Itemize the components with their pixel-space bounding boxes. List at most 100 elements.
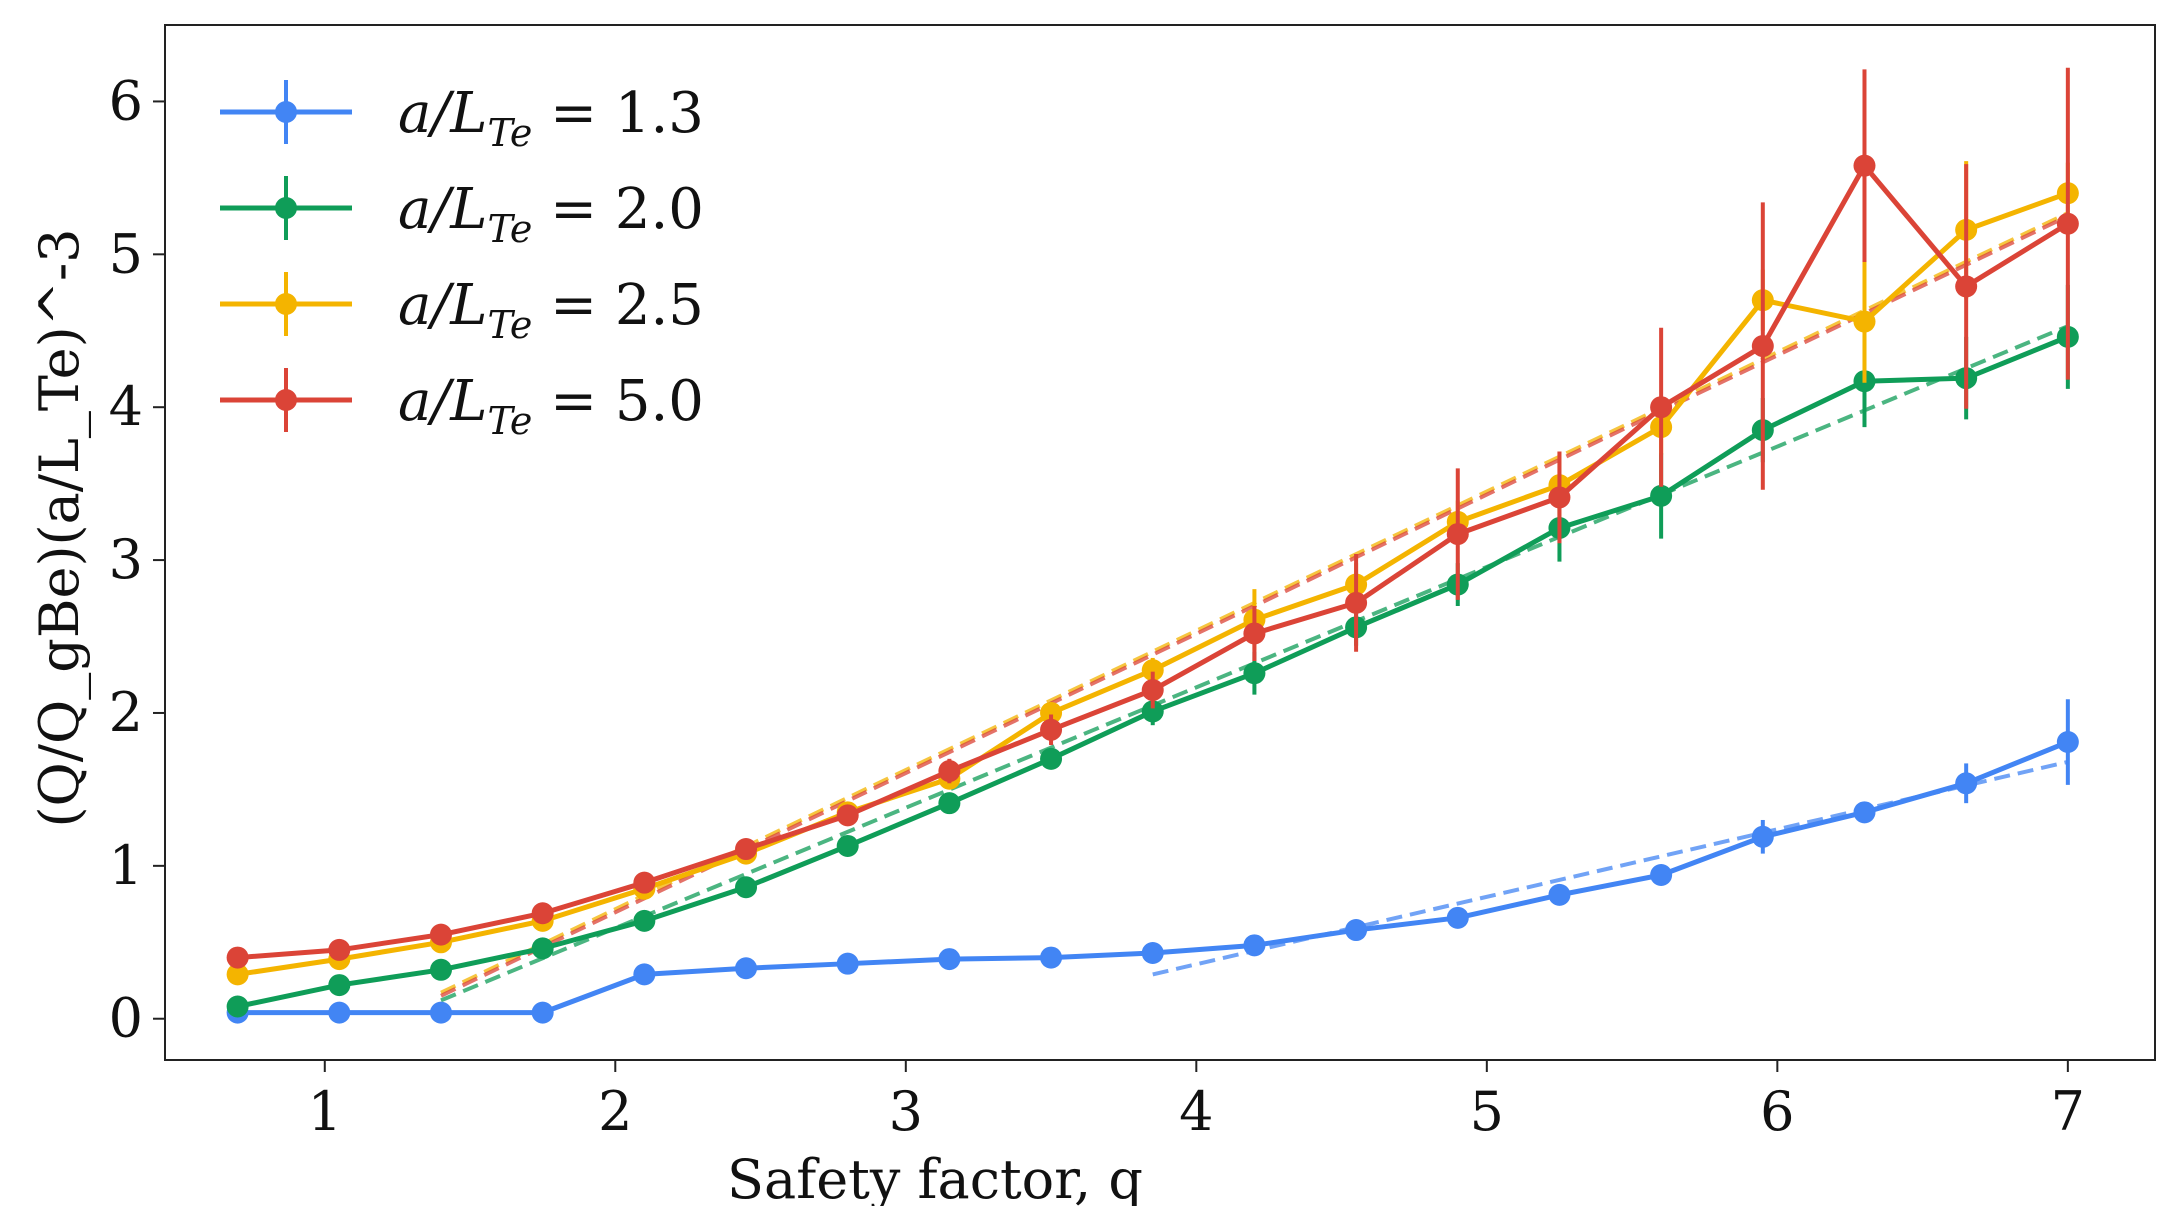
x-tick-label: 1 [308,1080,342,1143]
data-point [1751,335,1774,358]
x-axis-label: Safety factor, q [727,1148,1143,1206]
x-axis-label-text: Safety factor, q [727,1148,1143,1206]
legend-value: 2.0 [615,177,704,242]
data-point [1955,772,1978,795]
data-point [531,937,554,960]
legend-value: 2.5 [615,273,704,338]
x-tick-label: 5 [1470,1080,1504,1143]
legend-item: a/LTe = 2.0 [220,176,704,251]
data-point [633,963,656,986]
data-point [938,792,961,815]
data-point [429,923,452,946]
legend-item: a/LTe = 1.3 [220,80,704,155]
data-point [633,871,656,894]
data-point [1650,484,1673,507]
data-point [938,760,961,783]
data-point [1243,662,1266,685]
y-tick-label: 4 [109,375,143,438]
data-point [735,876,758,899]
legend-label: a/LTe = 1.3 [398,81,704,155]
data-point [531,1001,554,1024]
data-point [1141,659,1164,682]
data-point [1853,154,1876,177]
data-point [2056,731,2079,754]
legend-marker [275,197,297,219]
y-axis-label: (Q/Q_gBe)(a/L_Te)^-3 [28,228,91,827]
series [226,284,2079,1018]
data-point [1345,591,1368,614]
data-point [1446,906,1469,929]
data-point [1040,747,1063,770]
y-axis: 0 1 2 3 4 5 6 [109,69,165,1050]
data-point [735,957,758,980]
y-tick-label: 0 [109,987,143,1050]
data-point [1243,622,1266,645]
data-point [1853,310,1876,333]
data-point [2056,212,2079,235]
legend-marker [275,293,297,315]
legend-item: a/LTe = 2.5 [220,272,704,347]
data-point [226,946,249,969]
y-tick-label: 1 [109,834,143,897]
x-tick-label: 2 [598,1080,632,1143]
data-point [328,1001,351,1024]
data-point [226,995,249,1018]
legend-marker [275,389,297,411]
data-point [429,1001,452,1024]
data-point [1141,941,1164,964]
data-point [735,838,758,861]
data-point [328,938,351,961]
data-point [938,948,961,971]
x-tick-label: 6 [1760,1080,1794,1143]
y-tick-label: 3 [109,528,143,591]
data-point [1040,718,1063,741]
legend-label: a/LTe = 2.0 [398,177,704,251]
data-point [1853,801,1876,824]
x-tick-label: 3 [889,1080,923,1143]
y-axis-label-text: (Q/Q_gBe)(a/L_Te)^-3 [28,228,91,827]
data-point [328,974,351,997]
svg-text:(Q/Q_gBe)(a/L_Te)^-3: (Q/Q_gBe)(a/L_Te)^-3 [28,228,91,827]
data-point [1243,934,1266,957]
y-tick-label: 2 [109,681,143,744]
data-point [836,834,859,857]
fit-line [440,324,2069,1003]
legend-label: a/LTe = 2.5 [398,273,704,347]
data-point [1548,486,1571,509]
x-axis: 1 2 3 4 5 6 7 [308,1060,2085,1143]
x-tick-label: 4 [1179,1080,1213,1143]
data-point [836,952,859,975]
series [226,699,2079,1024]
data-point [1955,275,1978,298]
data-point [633,909,656,932]
data-point [1345,919,1368,942]
series [226,67,2079,969]
legend: a/LTe = 1.3 a/LTe = 2.0 a/LTe = 2.5 a/LTe =… [220,80,704,443]
data-point [1040,946,1063,969]
data-point [1141,679,1164,702]
legend-value: 1.3 [615,81,704,146]
series-line [237,163,2070,961]
plot-area-frame [164,24,2156,1061]
data-point [1650,864,1673,887]
series-layer [226,67,2079,1024]
data-point [836,804,859,827]
data-point [226,963,249,986]
x-tick-label: 7 [2051,1080,2085,1143]
legend-label: a/LTe = 5.0 [398,369,704,443]
data-point [1141,700,1164,723]
data-point [429,958,452,981]
data-point [1548,883,1571,906]
legend-value: 5.0 [615,369,704,434]
data-point [1751,825,1774,848]
legend-item: a/LTe = 5.0 [220,368,704,443]
y-tick-label: 5 [109,222,143,285]
series [226,161,2079,986]
data-point [531,902,554,925]
data-point [1446,523,1469,546]
data-point [1040,701,1063,724]
legend-marker [275,101,297,123]
data-point [1650,396,1673,419]
y-tick-label: 6 [109,69,143,132]
